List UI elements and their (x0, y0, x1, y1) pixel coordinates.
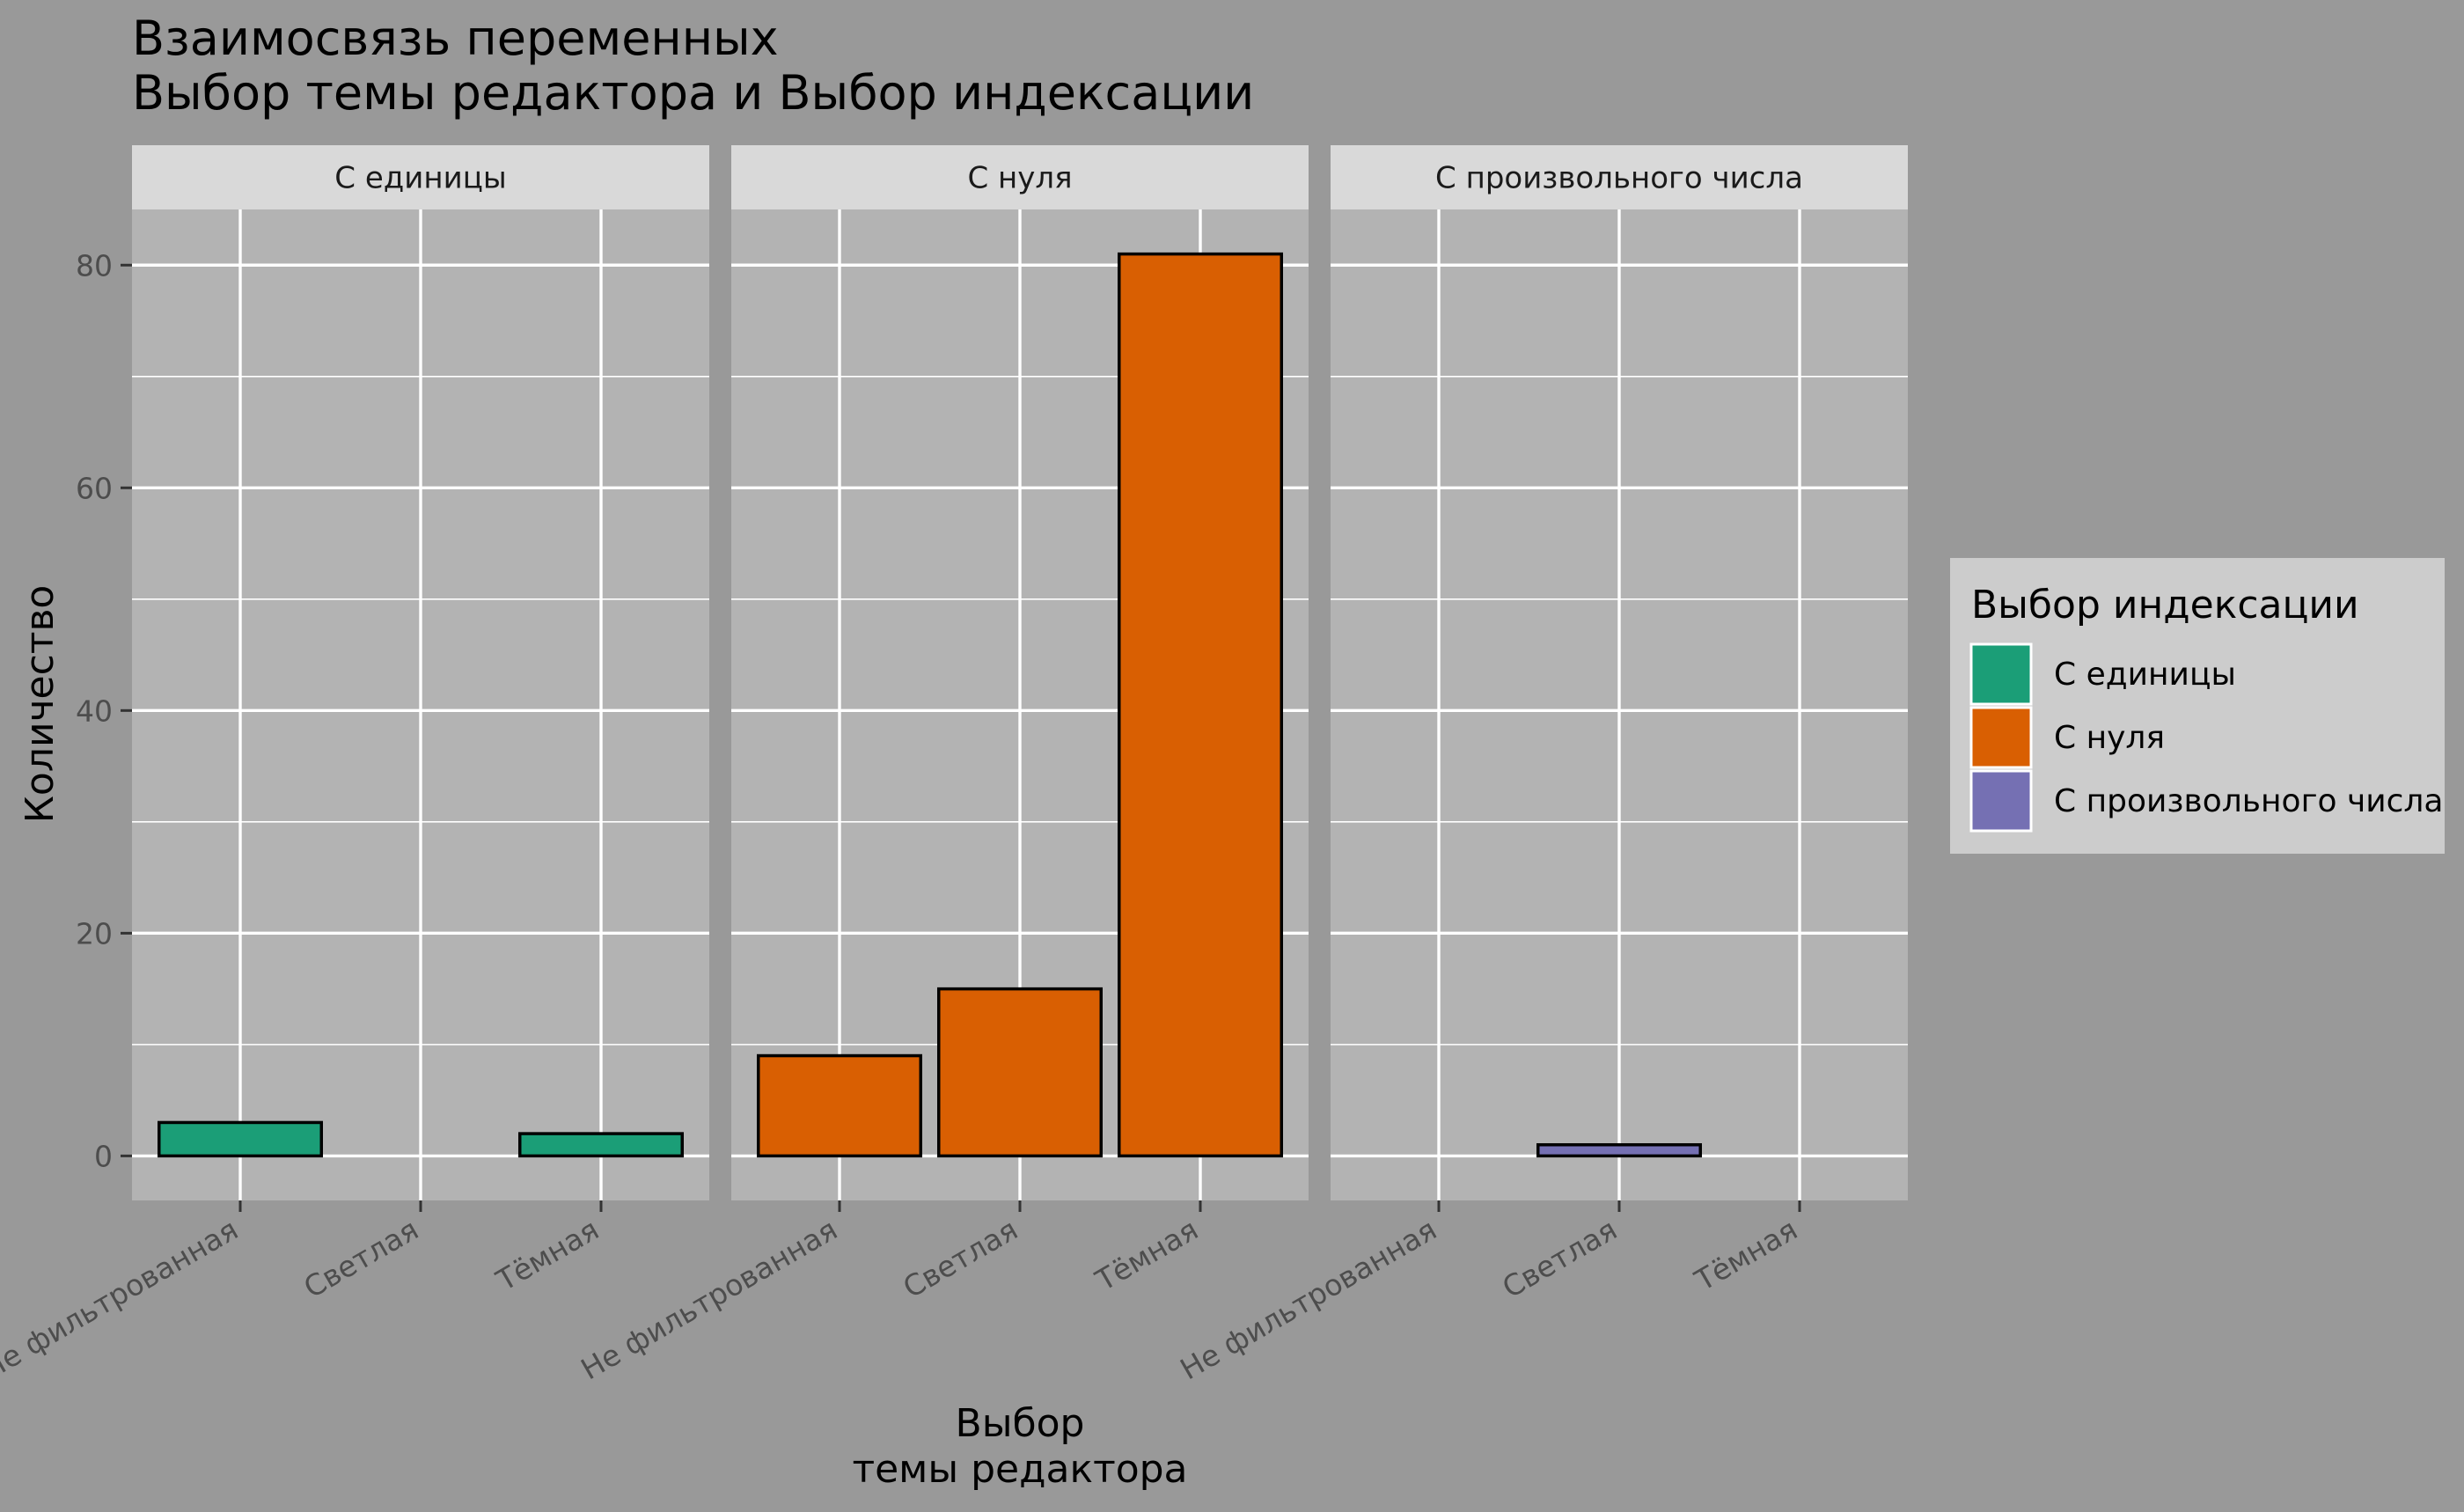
y-tick-label: 80 (76, 248, 113, 283)
bar (1118, 252, 1283, 1158)
bar (1536, 1142, 1702, 1158)
legend-swatch (1969, 706, 2033, 769)
bar (757, 1053, 922, 1158)
x-axis-title-line1: Выбор (956, 1401, 1085, 1446)
legend: Выбор индексации С единицы С нуля С произв… (1950, 558, 2445, 854)
legend-background (1950, 558, 2445, 854)
chart-title-line2: Выбор темы редактора и Выбор индексации (132, 65, 1254, 121)
y-tick-label: 20 (76, 916, 113, 951)
legend-swatch (1969, 769, 2033, 833)
bar (518, 1132, 684, 1158)
legend-items: С единицы С нуля С произвольного числа (1969, 642, 2443, 833)
y-axis: 0 20 40 60 80 (76, 248, 132, 1173)
bar (937, 987, 1103, 1158)
facet-strip-label: С единицы (334, 161, 506, 196)
y-axis-title: Количество (18, 585, 62, 824)
legend-swatch (1969, 642, 2033, 706)
facet-strip (1331, 145, 1908, 209)
legend-title: Выбор индексации (1971, 583, 2359, 628)
facet-strip-label: С нуля (967, 161, 1072, 196)
bar (158, 1120, 323, 1158)
legend-item-label: С единицы (2054, 657, 2236, 693)
x-axis-title-line2: темы редактора (852, 1447, 1187, 1492)
y-tick-label: 0 (94, 1139, 113, 1173)
legend-item-label: С нуля (2054, 720, 2165, 756)
y-tick-label: 60 (76, 471, 113, 505)
facet-strip (731, 145, 1309, 209)
chart-title-line1: Взаимосвязь переменных (132, 11, 779, 66)
y-tick-label: 40 (76, 694, 113, 728)
facet-strip-label: С произвольного числа (1435, 161, 1803, 196)
facet-strip (132, 145, 709, 209)
legend-item-label: С произвольного числа (2054, 783, 2443, 819)
